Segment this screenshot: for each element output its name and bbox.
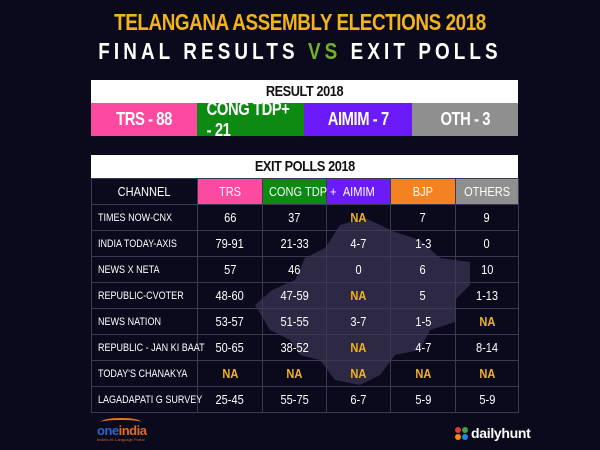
exit-polls-table: CHANNEL TRS CONG TDP + AIMIM BJP OTHERS …: [91, 178, 519, 413]
channel-cell: NEWS NATION: [91, 308, 198, 335]
dailyhunt-dots-icon: [455, 426, 468, 440]
col-header-others: OTHERS: [455, 178, 519, 205]
exit-polls-panel: EXIT POLLS 2018 CHANNEL TRS CONG TDP + A…: [91, 155, 519, 413]
value-cell: 3-7: [326, 308, 391, 335]
channel-cell: REPUBLIC - JAN KI BAAT: [91, 334, 205, 361]
value-cell: 9: [455, 204, 519, 231]
value-cell: 8-14: [455, 334, 519, 361]
table-row: REPUBLIC - JAN KI BAAT 50-65 38-52 NA 4-7 8-1…: [91, 334, 519, 361]
subtitle-part-exit-polls: EXIT POLLS: [341, 38, 502, 64]
oneindia-arc-icon: [101, 418, 141, 426]
value-cell: 1-5: [390, 308, 456, 335]
value-cell: 0: [326, 256, 391, 283]
channel-cell: LAGADAPATI G SURVEY: [91, 386, 202, 413]
table-row: TODAY'S CHANAKYA NA NA NA NA NA: [91, 360, 519, 387]
value-cell: 6: [390, 256, 456, 283]
value-cell: 25-45: [197, 386, 263, 413]
value-cell: NA: [455, 360, 519, 387]
value-cell: 50-65: [197, 334, 263, 361]
channel-cell: TIMES NOW-CNX: [91, 204, 198, 231]
col-header-trs: TRS: [197, 178, 263, 205]
value-cell: NA: [262, 360, 327, 387]
col-header-cong-tdp: CONG TDP +: [262, 178, 336, 205]
channel-cell: INDIA TODAY-AXIS: [91, 230, 198, 257]
page-title: TELANGANA ASSEMBLY ELECTIONS 2018: [114, 9, 486, 35]
value-cell: 51-55: [262, 308, 327, 335]
value-cell: 10: [455, 256, 519, 283]
value-cell: 6-7: [326, 386, 391, 413]
value-cell: 5-9: [390, 386, 456, 413]
value-cell: 57: [197, 256, 263, 283]
value-cell: 46: [262, 256, 327, 283]
value-cell: 53-57: [197, 308, 263, 335]
channel-cell: NEWS X NETA: [91, 256, 198, 283]
subtitle-part-final-results: FINAL RESULTS: [98, 38, 308, 64]
col-header-bjp: BJP: [390, 178, 456, 205]
value-cell: 0: [455, 230, 519, 257]
value-cell: NA: [390, 360, 456, 387]
value-cell: 1-3: [390, 230, 456, 257]
value-cell: NA: [326, 282, 391, 309]
value-cell: 66: [197, 204, 263, 231]
result-heading: RESULT 2018: [91, 80, 518, 103]
channel-cell: REPUBLIC-CVOTER: [91, 282, 198, 309]
table-row: INDIA TODAY-AXIS 79-91 21-33 4-7 1-3 0: [91, 230, 519, 257]
value-cell: 21-33: [262, 230, 327, 257]
value-cell: 47-59: [262, 282, 327, 309]
result-trs: TRS - 88: [91, 103, 197, 136]
subtitle-vs: VS: [307, 38, 342, 64]
oneindia-logo: oneindia India's #1 Language Portal: [97, 418, 147, 442]
result-panel: RESULT 2018 TRS - 88 CONG TDP+ - 21 AIMI…: [91, 80, 518, 140]
col-header-channel: CHANNEL: [91, 178, 198, 205]
value-cell: 5: [390, 282, 456, 309]
table-row: NEWS NATION 53-57 51-55 3-7 1-5 NA: [91, 308, 519, 335]
exit-polls-heading: EXIT POLLS 2018: [91, 155, 518, 178]
table-row: TIMES NOW-CNX 66 37 NA 7 9: [91, 204, 519, 231]
result-aimim: AIMIM - 7: [304, 103, 412, 136]
value-cell: NA: [326, 360, 391, 387]
channel-cell: TODAY'S CHANAKYA: [91, 360, 198, 387]
value-cell: NA: [326, 204, 391, 231]
value-cell: 1-13: [455, 282, 519, 309]
value-cell: 7: [390, 204, 456, 231]
result-cong-tdp: CONG TDP+ - 21: [197, 99, 304, 140]
value-cell: 48-60: [197, 282, 263, 309]
result-row: TRS - 88 CONG TDP+ - 21 AIMIM - 7 OTH - …: [91, 99, 518, 140]
value-cell: 4-7: [326, 230, 391, 257]
table-row: NEWS X NETA 57 46 0 6 10: [91, 256, 519, 283]
dailyhunt-logo: dailyhunt: [455, 425, 531, 441]
value-cell: 79-91: [197, 230, 263, 257]
value-cell: 5-9: [455, 386, 519, 413]
table-header-row: CHANNEL TRS CONG TDP + AIMIM BJP OTHERS: [91, 178, 519, 205]
table-row: LAGADAPATI G SURVEY 25-45 55-75 6-7 5-9 5-9: [91, 386, 519, 413]
value-cell: 55-75: [262, 386, 327, 413]
value-cell: 37: [262, 204, 327, 231]
value-cell: 4-7: [390, 334, 456, 361]
result-others: OTH - 3: [412, 103, 518, 136]
value-cell: 38-52: [262, 334, 327, 361]
value-cell: NA: [197, 360, 263, 387]
value-cell: NA: [455, 308, 519, 335]
page-subtitle: FINAL RESULTS VS EXIT POLLS: [54, 38, 546, 65]
table-row: REPUBLIC-CVOTER 48-60 47-59 NA 5 1-13: [91, 282, 519, 309]
value-cell: NA: [326, 334, 391, 361]
